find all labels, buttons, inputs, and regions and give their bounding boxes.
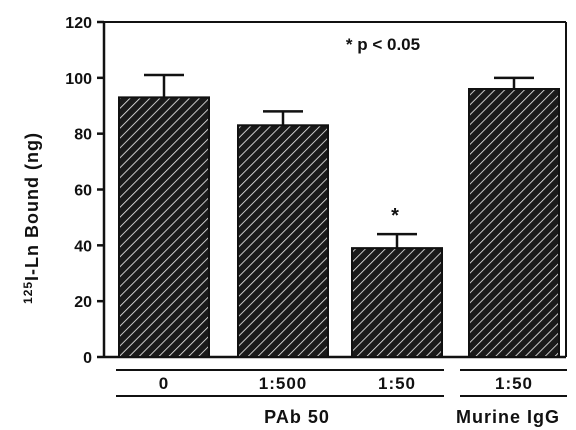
bar	[351, 247, 443, 358]
y-tick-label: 100	[65, 71, 92, 88]
x-category-label: 1:50	[378, 374, 416, 393]
x-axis-group-labels: PAb 50 Murine IgG	[116, 369, 567, 427]
y-tick-label: 40	[74, 238, 92, 255]
group-label: PAb 50	[264, 407, 330, 427]
y-tick-label: 120	[65, 15, 92, 32]
y-axis-label-main: I-Ln Bound (ng)	[22, 132, 42, 281]
x-axis-category-labels: 0 1:500 1:50 1:50	[159, 374, 533, 393]
bar	[468, 88, 560, 358]
group-label: Murine IgG	[456, 407, 560, 427]
x-category-label: 0	[159, 374, 169, 393]
bars: *	[118, 73, 560, 358]
x-category-label: 1:50	[495, 374, 533, 393]
significance-annotation: * p < 0.05	[346, 35, 420, 54]
bar	[237, 124, 329, 358]
x-category-label: 1:500	[259, 374, 307, 393]
y-tick-label: 20	[74, 294, 92, 311]
y-tick-label: 0	[83, 350, 92, 367]
y-axis-label-superscript: 125	[21, 281, 35, 304]
significance-marker: *	[391, 205, 399, 227]
y-tick-label: 80	[74, 127, 92, 144]
y-axis-ticks: 0 20 40 60 80 100 120	[65, 15, 104, 367]
y-axis-label: 125I-Ln Bound (ng)	[21, 132, 42, 304]
bar	[118, 96, 210, 358]
y-tick-label: 60	[74, 183, 92, 200]
